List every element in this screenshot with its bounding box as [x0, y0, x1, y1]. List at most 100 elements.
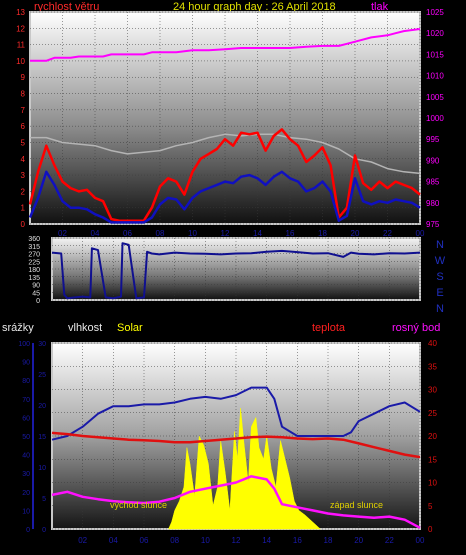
right-tick-label: 30	[428, 386, 437, 395]
right-tick-label: 10	[428, 479, 437, 488]
left-tick-label: 4	[21, 155, 26, 164]
right-tick-label: 35	[428, 362, 437, 371]
left-tick-label: 13	[16, 8, 25, 17]
direction-tick-label: 315	[28, 244, 40, 251]
direction-tick-label: 225	[28, 259, 40, 266]
direction-tick-label: 90	[32, 283, 40, 290]
right-tick-label: 20	[428, 432, 437, 441]
x-tick-label: 00	[416, 229, 425, 238]
temp-tick-label: 30	[38, 341, 46, 348]
x-tick-label: 12	[232, 536, 241, 545]
left-tick-label: 2	[21, 187, 26, 196]
left-tick-label: 8	[21, 90, 26, 99]
x-tick-label: 18	[324, 536, 333, 545]
x-tick-label: 22	[385, 536, 394, 545]
x-tick-label: 06	[140, 536, 149, 545]
compass-label: E	[436, 287, 443, 299]
x-tick-label: 02	[78, 536, 87, 545]
x-tick-label: 18	[318, 229, 327, 238]
solar-label: Solar	[117, 322, 143, 334]
dewpoint-line	[51, 475, 421, 529]
sunrise-annotation: východ slunce	[110, 500, 167, 510]
x-tick-label: 08	[170, 536, 179, 545]
left-tick-label: 6	[21, 122, 26, 131]
right-tick-label: 5	[428, 502, 433, 511]
wind-direction-line	[51, 242, 421, 300]
right-tick-label: 990	[426, 156, 440, 165]
temp-tick-label: 25	[38, 372, 46, 379]
x-tick-label: 04	[91, 229, 100, 238]
right-tick-label: 1025	[426, 8, 444, 17]
x-tick-label: 04	[109, 536, 118, 545]
wind-panel-series	[28, 28, 421, 224]
temperature-line	[51, 431, 421, 459]
temp-tick-label: 15	[38, 434, 46, 441]
temp-tick-label: 0	[42, 527, 46, 534]
pressure-line	[30, 28, 421, 62]
x-tick-label: 22	[383, 229, 392, 238]
direction-tick-label: 180	[28, 267, 40, 274]
rain-label: srážky	[2, 322, 34, 334]
direction-tick-label: 360	[28, 236, 40, 243]
left-tick-label: 3	[21, 171, 26, 180]
left-tick-label: 11	[17, 41, 26, 50]
wind-panel-axes: 0123456789101112139759809859909951000100…	[16, 8, 444, 238]
rain-tick-label: 60	[22, 415, 30, 422]
wind-speed-label: rychlost větru	[34, 1, 99, 13]
compass-label: S	[436, 271, 443, 283]
compass-label: W	[435, 255, 446, 267]
left-tick-label: 10	[16, 57, 25, 66]
compass-label: N	[436, 303, 444, 315]
temperature-panel-series	[51, 386, 421, 530]
right-tick-label: 1020	[426, 29, 444, 38]
x-tick-label: 10	[201, 536, 210, 545]
wind-average-line	[28, 170, 421, 224]
x-tick-label: 12	[221, 229, 230, 238]
humidity-label: vlhkost	[68, 322, 102, 334]
right-tick-label: 975	[426, 220, 440, 229]
right-tick-label: 985	[426, 178, 440, 187]
right-tick-label: 1000	[426, 114, 444, 123]
right-tick-label: 1015	[426, 50, 444, 59]
temp-tick-label: 20	[38, 403, 46, 410]
direction-tick-label: 270	[28, 252, 40, 259]
x-tick-label: 16	[293, 536, 302, 545]
humidity-line	[51, 386, 421, 441]
temp-tick-label: 10	[38, 465, 46, 472]
x-tick-label: 06	[123, 229, 132, 238]
rain-tick-label: 90	[22, 360, 30, 367]
direction-tick-label: 45	[32, 290, 40, 297]
right-tick-label: 980	[426, 199, 440, 208]
left-tick-label: 12	[16, 24, 25, 33]
rain-tick-label: 20	[22, 490, 30, 497]
rain-tick-label: 10	[22, 508, 30, 515]
x-tick-label: 14	[253, 229, 262, 238]
left-tick-label: 1	[21, 204, 26, 213]
direction-tick-label: 135	[28, 275, 40, 282]
right-tick-label: 40	[428, 339, 437, 348]
compass-label: N	[436, 239, 444, 251]
right-tick-label: 1010	[426, 72, 444, 81]
wind-direction-series	[51, 242, 421, 300]
rain-tick-label: 30	[22, 471, 30, 478]
left-tick-label: 0	[21, 220, 26, 229]
x-tick-label: 20	[351, 229, 360, 238]
solar-area	[168, 408, 321, 530]
chart-title: 24 hour graph day : 26 April 2018	[173, 1, 336, 13]
x-tick-label: 20	[354, 536, 363, 545]
temp-tick-label: 5	[42, 496, 46, 503]
right-tick-label: 25	[428, 409, 437, 418]
x-tick-label: 14	[262, 536, 271, 545]
wind-gust-line	[28, 128, 421, 222]
wind-panel-grid	[30, 11, 421, 225]
rain-tick-label: 70	[22, 397, 30, 404]
rain-tick-label: 0	[26, 527, 30, 534]
temperature-panel-axes: 0510152025303540010203040506070809010005…	[18, 339, 437, 545]
temperature-label: teplota	[312, 322, 346, 334]
rain-tick-label: 50	[22, 434, 30, 441]
x-tick-label: 02	[58, 229, 67, 238]
x-tick-label: 00	[416, 536, 425, 545]
x-tick-label: 16	[286, 229, 295, 238]
